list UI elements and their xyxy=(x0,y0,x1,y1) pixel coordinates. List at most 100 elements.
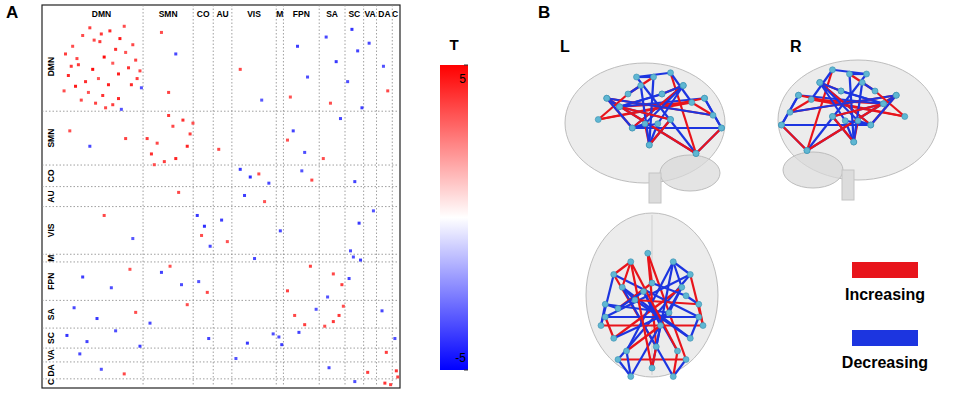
node xyxy=(872,88,878,94)
node xyxy=(634,74,640,80)
cell xyxy=(257,172,260,175)
node xyxy=(641,289,647,295)
node xyxy=(615,357,621,363)
node xyxy=(796,92,802,98)
node xyxy=(779,122,785,128)
network-divider xyxy=(42,186,398,187)
brainstem-outline xyxy=(649,173,661,203)
cell xyxy=(123,372,126,375)
view-label: L xyxy=(560,38,570,55)
node xyxy=(670,374,676,380)
view-label: R xyxy=(790,38,802,55)
cell xyxy=(163,160,166,163)
node xyxy=(651,74,657,80)
network-divider xyxy=(42,348,398,349)
node xyxy=(658,323,664,329)
cell xyxy=(309,265,312,268)
cell xyxy=(349,249,352,252)
network-label: FPN xyxy=(46,273,56,290)
cell xyxy=(346,80,349,83)
cell xyxy=(306,76,309,79)
node xyxy=(655,121,661,127)
cell xyxy=(81,275,84,278)
edge xyxy=(833,104,884,117)
cell xyxy=(359,259,362,262)
cell xyxy=(332,320,335,323)
cell xyxy=(67,74,70,77)
network-label: SC xyxy=(46,332,56,344)
node xyxy=(847,71,853,77)
node xyxy=(628,259,634,265)
node xyxy=(595,117,601,123)
node xyxy=(881,101,887,107)
cell xyxy=(107,83,110,86)
brain-outline xyxy=(586,213,718,377)
edge xyxy=(637,77,697,154)
cell xyxy=(396,375,399,378)
node xyxy=(796,92,802,98)
edge xyxy=(605,316,699,318)
node xyxy=(602,301,608,307)
cell xyxy=(131,43,134,46)
node xyxy=(804,148,810,154)
cell xyxy=(88,145,91,148)
node xyxy=(649,280,655,286)
node xyxy=(675,348,681,354)
cell xyxy=(124,137,127,140)
cell xyxy=(64,52,67,55)
cell xyxy=(315,308,318,311)
network-divider xyxy=(42,206,398,207)
cell xyxy=(389,383,392,386)
cell xyxy=(88,26,91,29)
cell xyxy=(339,117,342,120)
cell xyxy=(350,28,353,31)
cell xyxy=(348,277,351,280)
edge xyxy=(833,104,884,117)
edge xyxy=(673,262,682,288)
cell xyxy=(140,86,143,89)
network-divider xyxy=(376,5,377,385)
cell xyxy=(111,103,114,106)
cell xyxy=(279,229,282,232)
node xyxy=(668,117,674,123)
cell xyxy=(171,125,174,128)
legend-label: Decreasing xyxy=(842,354,928,371)
edge xyxy=(628,77,654,94)
cell xyxy=(93,39,96,42)
cell xyxy=(108,29,111,32)
cell xyxy=(80,99,83,102)
network-label: CO xyxy=(46,169,56,182)
cell xyxy=(118,37,121,40)
cell xyxy=(169,265,172,268)
network-label: CO xyxy=(197,9,210,19)
edge xyxy=(690,317,699,338)
cell xyxy=(267,182,270,185)
cell xyxy=(160,31,163,34)
cell xyxy=(74,85,77,88)
node xyxy=(687,335,693,341)
cell xyxy=(134,311,137,314)
node xyxy=(719,125,725,131)
edge xyxy=(782,125,808,151)
node xyxy=(629,125,635,131)
cell xyxy=(123,25,126,28)
colorbar-title: T xyxy=(449,36,458,53)
node xyxy=(689,100,695,106)
network-label: SMN xyxy=(159,9,178,19)
edge xyxy=(807,70,833,151)
edge xyxy=(652,283,686,296)
cell xyxy=(110,286,113,289)
network-label: DMN xyxy=(92,9,111,19)
cell xyxy=(114,48,117,51)
cell xyxy=(181,119,184,122)
cell xyxy=(153,163,156,166)
node xyxy=(779,122,785,128)
edge xyxy=(631,262,652,368)
network-label: M xyxy=(276,9,283,19)
cell xyxy=(260,99,263,102)
node xyxy=(830,114,836,120)
cell xyxy=(197,280,200,283)
network-divider xyxy=(42,165,398,166)
cell xyxy=(286,139,289,142)
node xyxy=(702,95,708,101)
